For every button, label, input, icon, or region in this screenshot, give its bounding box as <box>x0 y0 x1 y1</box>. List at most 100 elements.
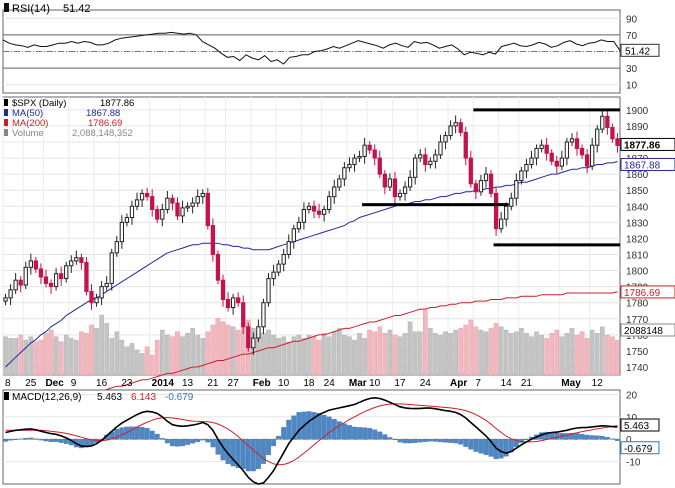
macd-histogram-bar <box>250 439 256 472</box>
macd-legend-value: 5.463 <box>97 392 122 403</box>
macd-histogram-bar <box>175 439 180 447</box>
candle <box>266 272 271 307</box>
x-axis-label: Mar <box>349 378 367 389</box>
macd-histogram-bar <box>185 439 191 445</box>
candle-body <box>281 253 286 265</box>
volume-bar <box>392 334 398 376</box>
candle-body <box>43 276 49 284</box>
macd-histogram-bar <box>594 435 600 440</box>
volume-bar <box>175 331 180 376</box>
candle-body <box>266 278 271 304</box>
candle-body <box>160 208 165 220</box>
volume-bar <box>433 333 438 376</box>
candle-body <box>372 149 377 159</box>
macd-histogram-bar <box>352 426 357 440</box>
candle-body <box>190 202 195 207</box>
macd-histogram-bar <box>286 419 292 440</box>
x-axis-label: Apr <box>450 378 467 389</box>
candle <box>144 187 150 201</box>
candle <box>18 276 23 293</box>
candle <box>114 236 119 257</box>
volume-bar <box>417 331 423 376</box>
macd-histogram-bar <box>114 429 120 440</box>
volume-bar <box>382 333 388 376</box>
candle-body <box>28 260 33 268</box>
candle-body <box>230 297 236 309</box>
volume-bar <box>357 333 362 376</box>
rsi-tick-label: 90 <box>626 14 638 25</box>
macd-histogram-bar <box>443 439 448 443</box>
macd-histogram-bar <box>245 439 251 472</box>
macd-histogram-bar <box>574 433 580 440</box>
candle <box>428 157 433 169</box>
candle-body <box>534 147 539 159</box>
macd-value-badge <box>620 418 660 432</box>
volume-bar <box>230 326 236 376</box>
candle <box>165 191 170 214</box>
x-axis-label: 10 <box>369 378 381 389</box>
macd-histogram-bar <box>63 439 69 444</box>
candle-body <box>453 122 458 127</box>
candle <box>402 181 408 201</box>
macd-histogram-bar <box>311 412 317 440</box>
price-badge-text: 1867.88 <box>624 160 661 171</box>
candle <box>362 137 367 164</box>
volume-bar <box>412 331 418 376</box>
x-axis-label: Feb <box>253 378 271 389</box>
candle <box>291 224 296 249</box>
macd-histogram-bar <box>609 438 615 440</box>
macd-histogram-bar <box>119 427 125 440</box>
macd-histogram-bar <box>33 438 39 440</box>
candle <box>347 157 352 172</box>
candle <box>185 202 190 212</box>
macd-histogram-bar <box>448 439 454 443</box>
price-badge <box>620 285 675 299</box>
macd-histogram-bar <box>372 429 378 440</box>
volume-bar <box>225 324 231 376</box>
macd-histogram-bar <box>43 439 49 442</box>
candle <box>281 248 286 272</box>
rsi-legend-label: RSI(14) <box>12 3 50 15</box>
candle-body <box>220 279 226 300</box>
volume-bar <box>210 324 216 376</box>
volume-bar <box>342 334 347 376</box>
candle <box>357 150 362 163</box>
price-legend-value: 2,088,148,352 <box>72 128 133 139</box>
macd-histogram-bar <box>336 421 342 440</box>
candle <box>43 269 49 288</box>
candle <box>225 292 231 312</box>
volume-bar <box>367 329 372 376</box>
candle-body <box>337 178 342 188</box>
x-axis-label: 9 <box>71 378 77 389</box>
volume-bar <box>336 328 342 376</box>
volume-bar <box>195 334 201 376</box>
candle-body <box>170 197 175 204</box>
volume-bar <box>68 338 74 376</box>
volume-bar <box>589 329 595 376</box>
candle-body <box>139 192 145 201</box>
candle <box>190 197 195 214</box>
candle <box>559 150 564 171</box>
volume-bar <box>321 333 327 376</box>
volume-bar <box>23 339 29 376</box>
candle <box>493 187 499 236</box>
candle-body <box>286 241 291 255</box>
macd-histogram-bar <box>483 439 489 455</box>
macd-histogram-bar <box>615 439 620 441</box>
macd-histogram-bar <box>23 437 29 440</box>
macd-legend-swatch <box>4 392 9 400</box>
volume-bar <box>428 328 433 376</box>
candle-body <box>271 271 276 280</box>
candle <box>286 234 291 259</box>
volume-bar <box>422 309 428 376</box>
price-legend: $SPX (Daily) 1877.86 MA(50) 1867.88 MA(200) 1… <box>4 98 134 139</box>
macd-legend: MACD(12,26,9) 5.463 6.143 -0.679 <box>4 392 194 403</box>
candle <box>13 272 18 294</box>
candle <box>215 250 221 285</box>
rsi-legend-swatch <box>4 3 9 12</box>
macd-tick-label: 20 <box>626 390 638 401</box>
candle <box>463 126 468 166</box>
rsi-legend: RSI(14) 51.42 <box>4 3 91 15</box>
macd-histogram-bar <box>392 439 398 441</box>
macd-histogram-bar <box>139 427 145 440</box>
